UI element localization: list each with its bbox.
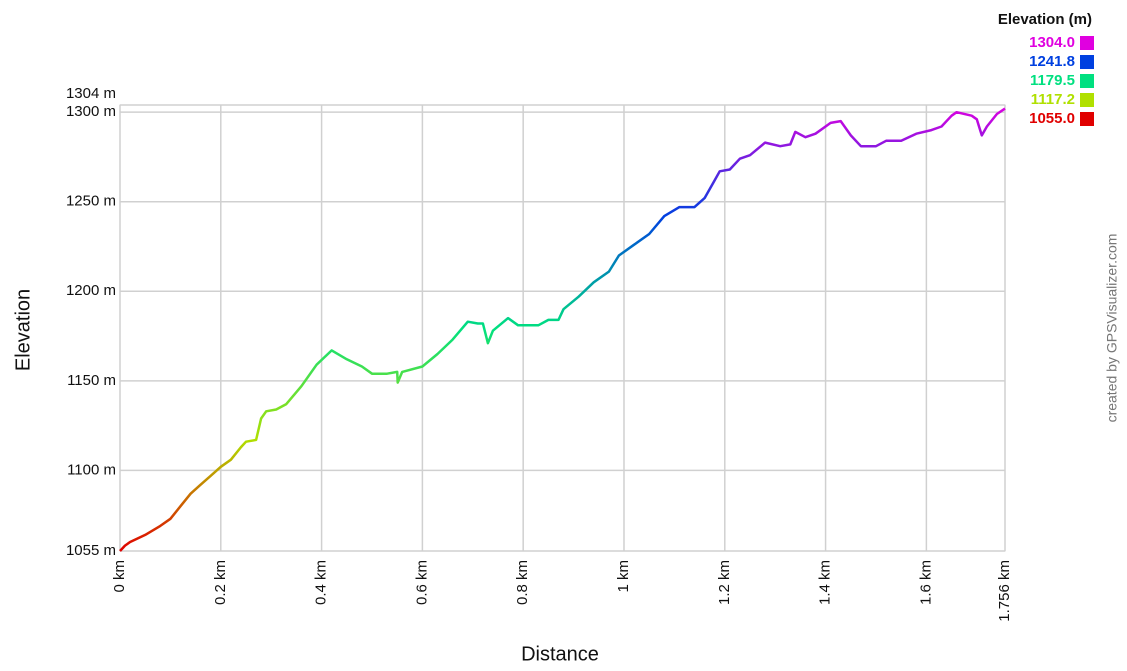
plot-frame [119, 104, 1006, 552]
y-tick-label: 1304 m [66, 85, 116, 102]
y-tick-label: 1100 m [67, 461, 116, 478]
elevation-line [119, 107, 1006, 552]
y-tick-label: 1300 m [66, 103, 116, 120]
x-tick-label: 1.6 km [917, 560, 934, 605]
x-tick-label: 0.6 km [413, 560, 430, 605]
legend-swatch [1080, 55, 1094, 69]
x-tick-label: 0 km [111, 560, 128, 593]
legend-swatch [1080, 74, 1094, 88]
legend-label: 1117.2 [1031, 91, 1075, 108]
attribution: created by GPSVisualizer.com [1104, 234, 1120, 423]
x-tick-label: 0.2 km [212, 560, 229, 605]
y-tick-label: 1250 m [66, 193, 116, 210]
x-tick-label: 0.4 km [313, 560, 330, 605]
x-tick-label: 1.756 km [996, 560, 1013, 622]
x-axis-title: Distance [521, 643, 599, 665]
x-tick-label: 1 km [615, 560, 632, 593]
legend-swatch [1080, 93, 1094, 107]
legend-label: 1055.0 [1029, 110, 1075, 127]
y-axis-title: Elevation [12, 289, 34, 371]
legend-swatch [1080, 112, 1094, 126]
legend-swatch [1080, 36, 1094, 50]
x-tick-label: 0.8 km [514, 560, 531, 605]
y-tick-label: 1150 m [67, 372, 116, 389]
y-tick-label: 1055 m [66, 542, 116, 559]
legend-label: 1241.8 [1029, 53, 1075, 70]
legend-title: Elevation (m) [998, 11, 1092, 28]
y-tick-label: 1200 m [66, 282, 116, 299]
legend-label: 1179.5 [1030, 72, 1075, 89]
x-tick-label: 1.4 km [817, 560, 834, 605]
x-tick-label: 1.2 km [716, 560, 733, 605]
legend-label: 1304.0 [1029, 34, 1075, 51]
